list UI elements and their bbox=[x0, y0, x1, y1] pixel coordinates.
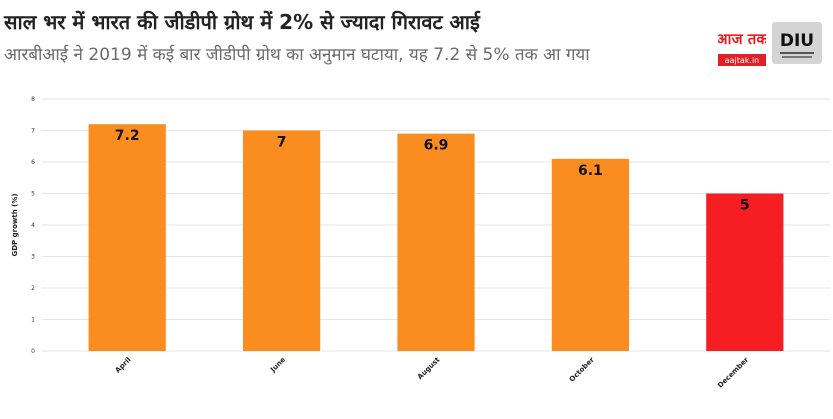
y-tick-label: 2 bbox=[31, 285, 35, 292]
y-tick-label: 1 bbox=[31, 317, 35, 324]
bar bbox=[243, 130, 321, 351]
x-tick-label: December bbox=[716, 355, 750, 389]
y-tick-label: 6 bbox=[31, 159, 35, 166]
aajtak-logo[interactable]: आज तक aajtak.in bbox=[718, 20, 766, 66]
gdp-bar-chart: 0 1 2 3 4 5 6 7 8 GDP growth (%) 7.2 April 7 June 6.9 A… bbox=[11, 96, 830, 390]
bar-value-label: 5 bbox=[740, 198, 750, 214]
diu-logo-line2 bbox=[782, 56, 812, 58]
bar bbox=[706, 193, 784, 351]
aajtak-domain-text: aajtak.in bbox=[725, 56, 760, 65]
y-tick-label: 3 bbox=[31, 254, 35, 261]
diu-logo[interactable]: DIU bbox=[772, 22, 822, 64]
x-tick-label: June bbox=[268, 356, 287, 375]
diu-logo-line1 bbox=[780, 52, 814, 54]
bar bbox=[88, 124, 166, 351]
y-tick-label: 5 bbox=[31, 191, 35, 198]
aajtak-logo-bg bbox=[722, 22, 762, 52]
aajtak-logo-strip bbox=[718, 54, 766, 66]
chart-title: साल भर में भारत की जीडीपी ग्रोथ में 2% स… bbox=[4, 10, 480, 34]
y-axis-title: GDP growth (%) bbox=[11, 193, 19, 256]
bar-value-label: 6.1 bbox=[578, 163, 603, 179]
diu-logo-text: DIU bbox=[780, 31, 814, 51]
bar-value-label: 7.2 bbox=[115, 128, 140, 144]
y-tick-label: 7 bbox=[31, 128, 35, 135]
y-tick-label: 0 bbox=[31, 348, 35, 355]
aajtak-logo-text: आज तक bbox=[718, 30, 766, 48]
x-tick-label: August bbox=[416, 355, 442, 381]
bar bbox=[551, 158, 629, 351]
bar bbox=[397, 133, 475, 351]
bar-value-label: 7 bbox=[277, 135, 287, 151]
y-tick-label: 4 bbox=[31, 222, 35, 229]
chart-subtitle: आरबीआई ने 2019 में कई बार जीडीपी ग्रोथ क… bbox=[4, 45, 590, 65]
x-tick-label: October bbox=[568, 355, 596, 383]
bar-layer bbox=[88, 124, 784, 351]
x-tick-label: April bbox=[114, 356, 133, 375]
bar-value-label: 6.9 bbox=[424, 138, 449, 154]
y-tick-label: 8 bbox=[31, 96, 35, 103]
